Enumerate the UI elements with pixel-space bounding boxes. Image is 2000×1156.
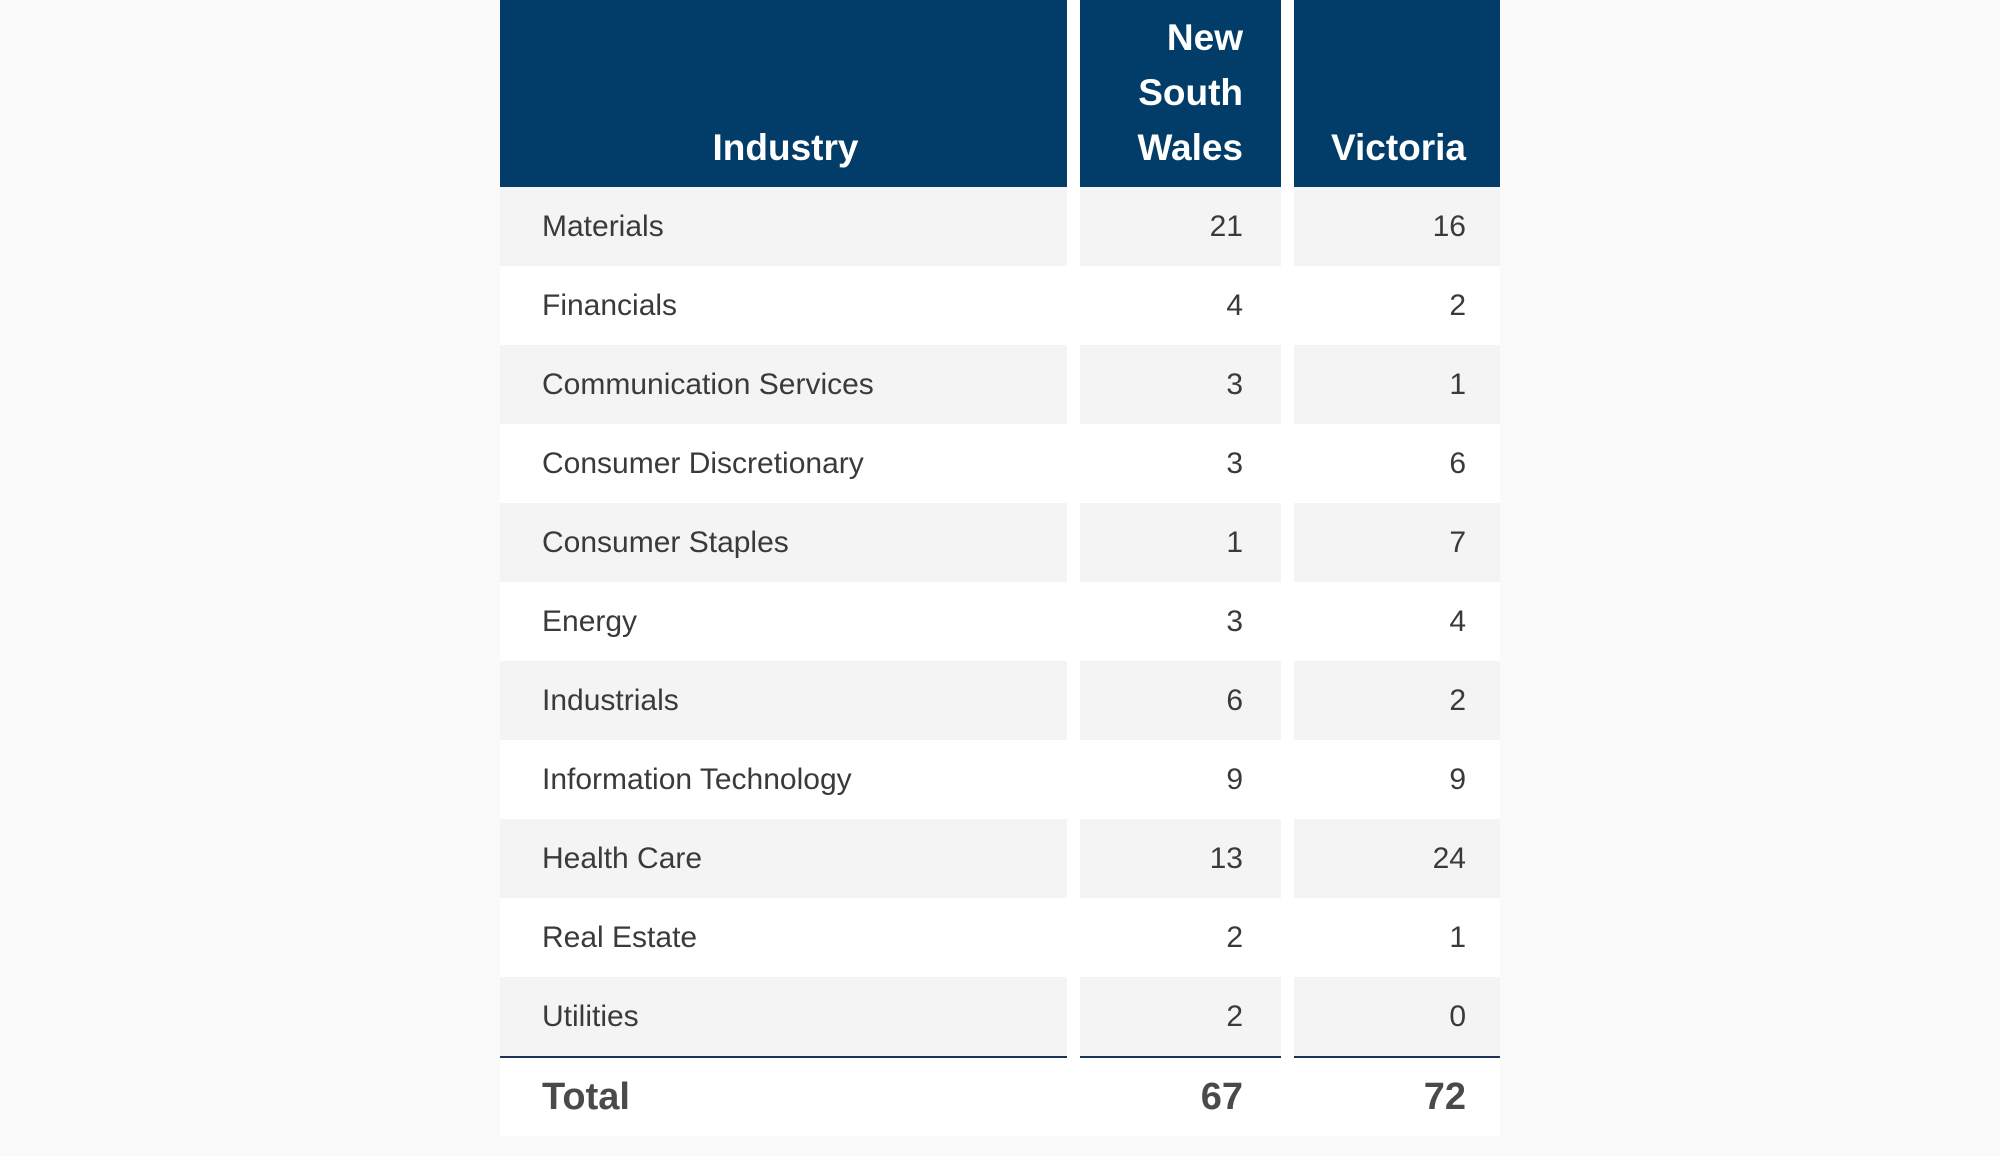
table-row: Materials 21 16 [500,187,1500,266]
table-row: Health Care 13 24 [500,819,1500,898]
nsw-cell: 3 [1080,582,1281,661]
industry-cell: Utilities [500,977,1067,1056]
header-nsw-line: South [1138,72,1243,113]
industry-cell: Energy [500,582,1067,661]
victoria-cell: 2 [1294,266,1500,345]
nsw-cell: 4 [1080,266,1281,345]
nsw-cell: 9 [1080,740,1281,819]
industry-by-state-table: Industry New South Wales Victoria Material… [487,0,1513,1136]
victoria-cell: 1 [1294,345,1500,424]
table-row: Information Technology 9 9 [500,740,1500,819]
nsw-cell: 2 [1080,977,1281,1056]
industry-cell: Consumer Discretionary [500,424,1067,503]
header-victoria: Victoria [1294,0,1500,187]
nsw-cell: 2 [1080,898,1281,977]
industry-cell: Financials [500,266,1067,345]
victoria-cell: 2 [1294,661,1500,740]
nsw-cell: 21 [1080,187,1281,266]
victoria-cell: 0 [1294,977,1500,1056]
victoria-cell: 16 [1294,187,1500,266]
victoria-cell: 1 [1294,898,1500,977]
industry-cell: Information Technology [500,740,1067,819]
industry-cell: Materials [500,187,1067,266]
nsw-cell: 6 [1080,661,1281,740]
header-row: Industry New South Wales Victoria [500,0,1500,187]
header-nsw-line: New [1166,17,1243,58]
table-row: Consumer Discretionary 3 6 [500,424,1500,503]
header-industry: Industry [500,0,1067,187]
nsw-cell: 13 [1080,819,1281,898]
total-label: Total [500,1056,1067,1136]
nsw-cell: 1 [1080,503,1281,582]
industry-cell: Consumer Staples [500,503,1067,582]
victoria-cell: 4 [1294,582,1500,661]
total-victoria: 72 [1294,1056,1500,1136]
table-row: Energy 3 4 [500,582,1500,661]
nsw-cell: 3 [1080,345,1281,424]
industry-cell: Health Care [500,819,1067,898]
industry-cell: Industrials [500,661,1067,740]
total-row: Total 67 72 [500,1056,1500,1136]
total-nsw: 67 [1080,1056,1281,1136]
victoria-cell: 7 [1294,503,1500,582]
header-nsw-line: Wales [1137,127,1243,168]
nsw-cell: 3 [1080,424,1281,503]
industry-table-container: Industry New South Wales Victoria Material… [500,0,1500,1136]
table-row: Utilities 2 0 [500,977,1500,1056]
header-new-south-wales: New South Wales [1080,0,1281,187]
table-row: Communication Services 3 1 [500,345,1500,424]
table-row: Real Estate 2 1 [500,898,1500,977]
table-row: Industrials 6 2 [500,661,1500,740]
table-row: Consumer Staples 1 7 [500,503,1500,582]
industry-cell: Communication Services [500,345,1067,424]
victoria-cell: 9 [1294,740,1500,819]
victoria-cell: 24 [1294,819,1500,898]
industry-cell: Real Estate [500,898,1067,977]
table-row: Financials 4 2 [500,266,1500,345]
victoria-cell: 6 [1294,424,1500,503]
